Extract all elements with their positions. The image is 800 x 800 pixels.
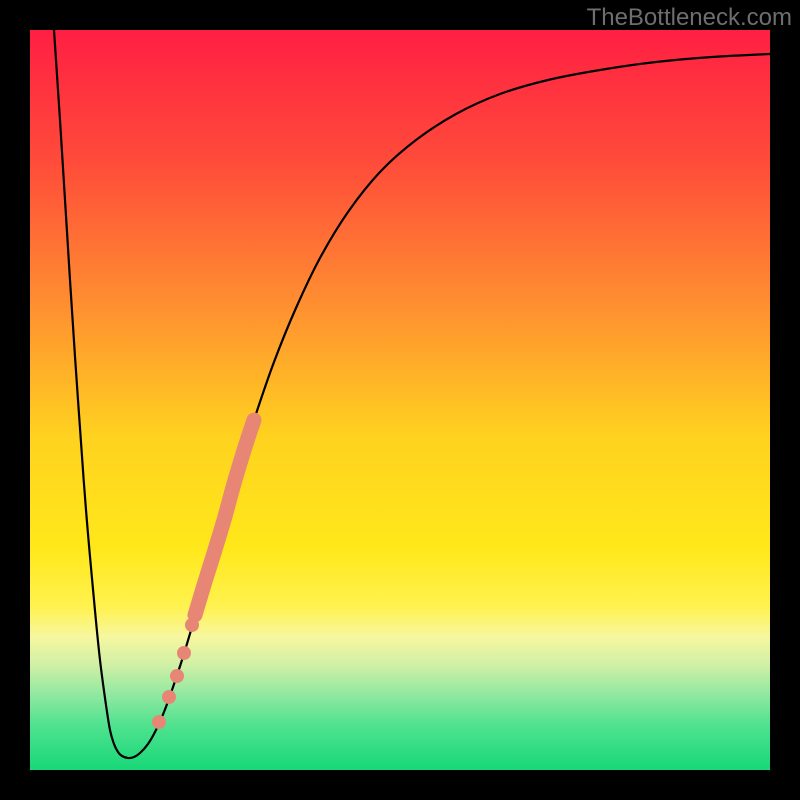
data-marker [162,690,176,704]
data-marker [170,669,184,683]
data-marker [185,618,199,632]
chart-frame: TheBottleneck.com [0,0,800,800]
watermark-text: TheBottleneck.com [587,4,792,32]
data-marker [152,715,166,729]
bottleneck-chart [0,0,800,800]
data-marker [177,646,191,660]
plot-background [30,30,770,770]
